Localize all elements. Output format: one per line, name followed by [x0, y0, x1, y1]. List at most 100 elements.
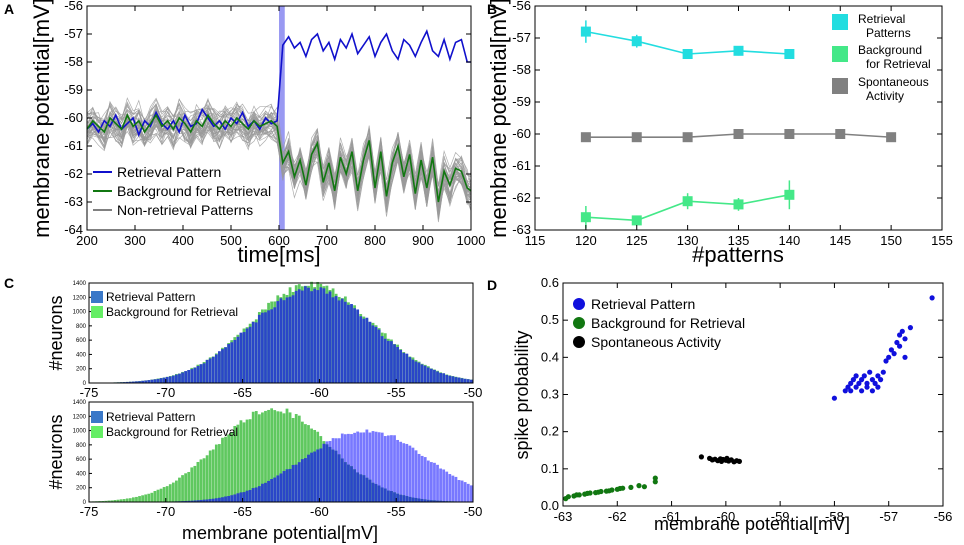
c-bot-xtick-label-0: -75	[80, 504, 99, 519]
c-bot-overlap-bar-73	[313, 451, 317, 502]
c-bot-overlap-bar-90	[365, 477, 369, 502]
c-bot-blue-bar-90	[365, 429, 369, 502]
d-background-point-10	[598, 488, 604, 495]
c-top-blue-bar-57	[264, 312, 267, 383]
panel-c-xlabel: membrane potential[mV]	[182, 523, 378, 543]
c-bot-overlap-bar-85	[350, 466, 353, 502]
c-top-blue-bar-61	[276, 301, 280, 383]
b-ytick-label-6: -57	[512, 30, 531, 45]
c-bot-green-bar-57	[264, 410, 267, 502]
c-bot-overlap-bar-49	[239, 492, 243, 502]
b-background-marker-0	[580, 212, 591, 223]
c-bot-overlap-bar-98	[390, 491, 393, 502]
a-xtick-label-8: 1000	[457, 233, 486, 248]
c-top-blue-bar-111	[429, 368, 433, 383]
c-bot-green-bar-46	[230, 432, 234, 502]
c-top-blue-bar-27	[171, 375, 175, 383]
panel-a-xlabel: time[ms]	[237, 242, 320, 267]
b-ytick-label-3: -60	[512, 126, 531, 141]
c-bot-green-bar-8	[113, 500, 117, 502]
b-spontaneous-marker-6	[886, 132, 897, 143]
d-retrieval-point-23	[886, 354, 892, 360]
c-top-blue-bar-76	[322, 288, 326, 383]
c-top-ytick-label-4: 800	[76, 324, 87, 330]
c-top-blue-bar-107	[417, 362, 421, 383]
c-top-blue-bar-122	[463, 378, 467, 383]
c-top-blue-bar-36	[199, 364, 203, 383]
c-bot-blue-bar-117	[448, 474, 452, 502]
c-top-blue-bar-60	[273, 307, 277, 383]
b-xtick-label-3: 130	[677, 233, 699, 248]
c-bot-blue-bar-87	[356, 431, 360, 502]
b-spontaneous-marker-4	[784, 129, 795, 139]
panel-d-ticks: -63 -62 -61 -60 -59 -58 -57 -56 0.0 0.1 0.2 0.3 0.4 0…	[541, 275, 952, 524]
c-bot-overlap-bar-84	[347, 464, 350, 502]
c-bot-green-bar-26	[168, 484, 172, 502]
c-top-blue-bar-114	[439, 372, 442, 383]
c-bot-overlap-bar-65	[288, 468, 292, 502]
c-bot-blue-bar-89	[362, 432, 366, 502]
c-top-blue-bar-40	[211, 356, 215, 383]
c-top-blue-bar-123	[466, 379, 470, 383]
b-spontaneous-marker-0	[580, 132, 591, 143]
c-top-blue-bar-51	[245, 328, 249, 383]
c-bot-green-bar-31	[184, 473, 188, 502]
c-bot-green-bar-49	[239, 420, 243, 502]
panel-c-chart: -75 -70 -65 -60 -55 -50 0 200 400 600 800 1000 1200 1…	[46, 281, 482, 543]
c-top-blue-bar-116	[445, 374, 449, 383]
d-retrieval-point-10	[859, 388, 865, 394]
c-top-blue-bar-109	[423, 365, 427, 383]
c-bot-ytick-label-5: 1000	[73, 429, 87, 435]
d-background-point-18	[636, 483, 642, 489]
c-top-blue-bar-85	[350, 304, 353, 383]
d-spontaneous-point-0	[698, 454, 705, 460]
c-top-blue-bar-28	[175, 374, 178, 383]
panel-b-legend: Retrieval Patterns Background for Retrie…	[832, 12, 931, 103]
c-top-blue-bar-77	[325, 293, 329, 383]
c-bot-overlap-bar-110	[426, 499, 430, 502]
c-top-blue-bar-104	[408, 357, 412, 383]
c-top-blue-bar-39	[208, 358, 212, 383]
a-ytick-label-0: -64	[64, 222, 83, 237]
b-ytick-label-5: -58	[512, 62, 531, 77]
c-bot-overlap-bar-88	[359, 474, 363, 502]
c-bot-overlap-bar-76	[322, 443, 326, 502]
d-background-point-7	[587, 490, 593, 496]
c-top-blue-bar-97	[386, 340, 390, 383]
panel-c-top-frame	[88, 282, 474, 384]
a-ytick-label-6: -58	[64, 54, 83, 69]
c-bot-ytick-label-2: 400	[76, 471, 87, 477]
c-bot-green-bar-35	[196, 461, 200, 502]
c-top-blue-bar-25	[165, 376, 169, 383]
legend-c-bottom-swatch-background	[91, 426, 103, 438]
legend-b-label-spontaneous-2: Activity	[866, 89, 904, 103]
c-bot-blue-bar-110	[426, 460, 430, 502]
c-bot-green-bar-55	[257, 414, 261, 502]
c-bot-green-bar-62	[279, 411, 283, 502]
c-top-blue-bar-101	[399, 349, 403, 383]
c-bot-overlap-bar-59	[270, 479, 274, 502]
c-top-xtick-label-4: -55	[387, 385, 406, 400]
c-bot-green-bar-11	[122, 499, 126, 502]
c-bot-blue-bar-94	[377, 432, 381, 502]
d-retrieval-point-18	[875, 373, 881, 379]
c-top-blue-bar-83	[343, 301, 347, 383]
legend-b-label-background-1: Background	[858, 43, 922, 57]
c-bot-green-bar-51	[245, 419, 249, 502]
a-xtick-label-5: 700	[316, 233, 338, 248]
c-bot-blue-bar-105	[411, 447, 415, 502]
legend-c-top-label-background: Background for Retrieval	[106, 305, 238, 319]
c-bot-ytick-label-6: 1200	[73, 414, 87, 420]
b-retrieval-marker-0	[580, 26, 591, 37]
c-bot-overlap-bar-108	[420, 498, 424, 502]
d-ytick-label-0: 0.0	[541, 498, 559, 513]
legend-c-top-label-retrieval: Retrieval Pattern	[106, 290, 195, 304]
d-ytick-label-1: 0.1	[541, 461, 559, 476]
c-bot-overlap-bar-83	[343, 462, 347, 502]
legend-b-swatch-background	[832, 46, 848, 62]
c-bot-green-bar-29	[178, 477, 181, 502]
c-bot-green-bar-58	[267, 409, 270, 502]
b-background-marker-2	[682, 196, 693, 207]
d-retrieval-point-16	[869, 388, 876, 394]
